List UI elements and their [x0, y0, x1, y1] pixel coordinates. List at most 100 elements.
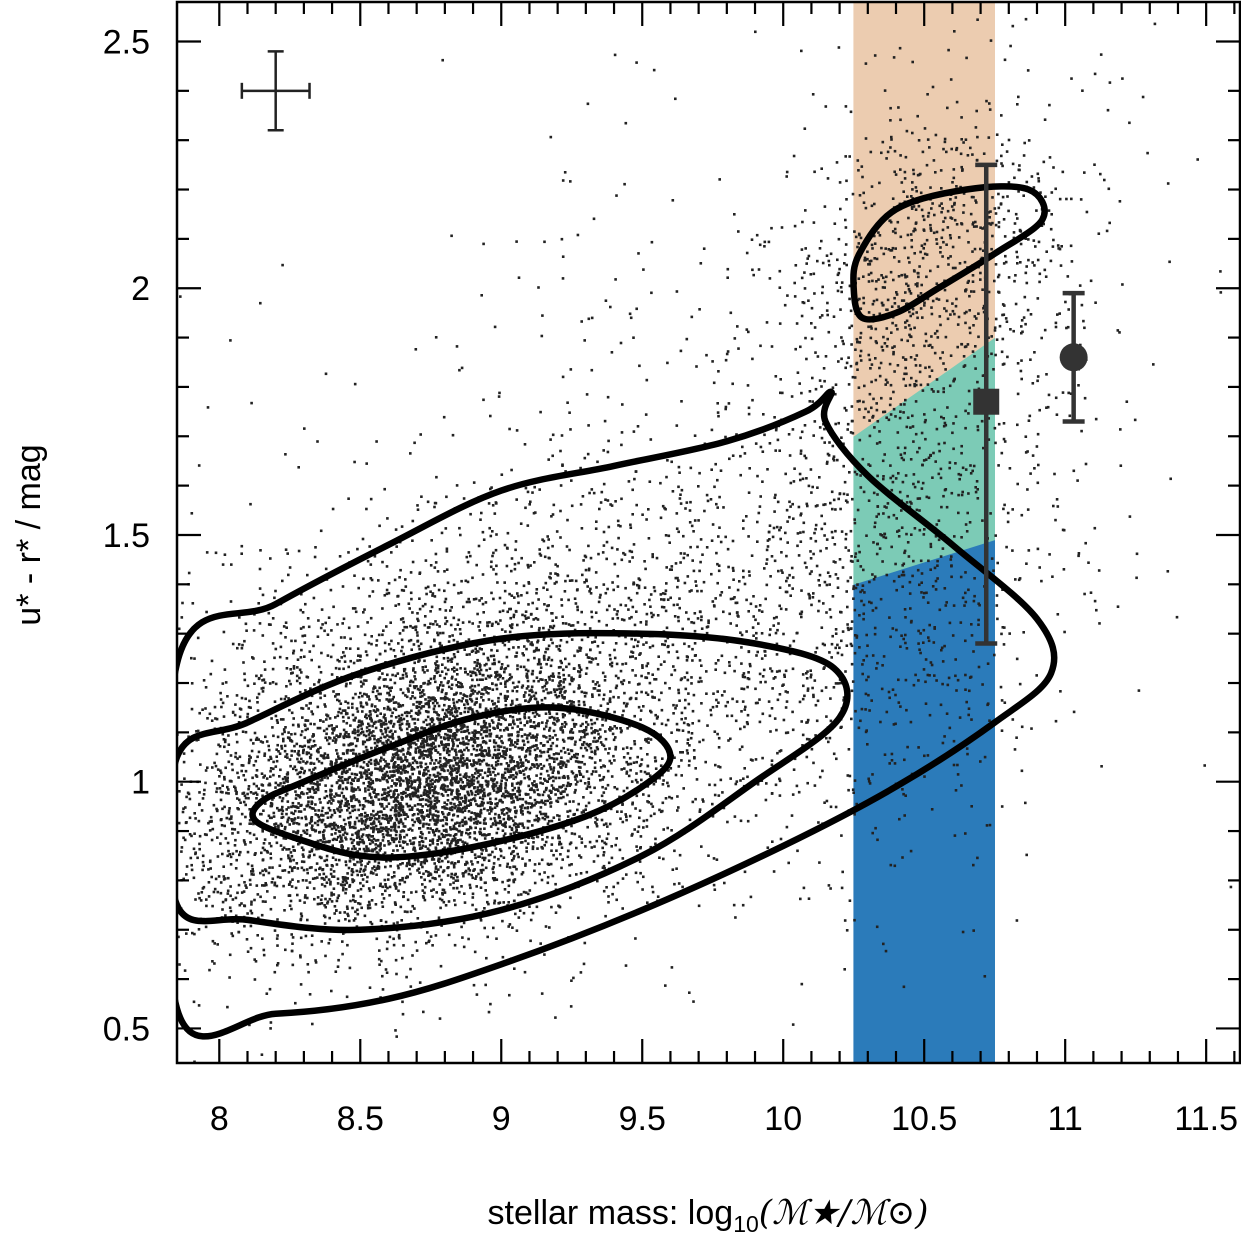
scatter-point	[392, 871, 396, 874]
scatter-point	[456, 809, 459, 812]
scatter-point	[416, 612, 419, 615]
scatter-point	[346, 778, 349, 781]
scatter-point	[287, 736, 291, 740]
scatter-point	[432, 746, 436, 750]
scatter-point	[601, 785, 604, 789]
scatter-point	[353, 772, 357, 776]
scatter-point	[236, 891, 239, 895]
scatter-point	[297, 880, 300, 883]
scatter-point	[416, 687, 420, 691]
scatter-point	[607, 901, 610, 904]
scatter-point	[397, 814, 401, 818]
scatter-point	[177, 935, 180, 939]
scatter-point	[376, 740, 380, 744]
scatter-point	[428, 879, 432, 883]
scatter-point	[403, 669, 406, 673]
scatter-point	[357, 724, 361, 727]
scatter-point	[435, 734, 438, 738]
scatter-point	[421, 797, 425, 801]
scatter-point	[364, 790, 367, 793]
scatter-point	[357, 808, 360, 812]
scatter-point	[397, 793, 400, 796]
scatter-point	[190, 707, 194, 711]
scatter-point	[302, 855, 305, 858]
scatter-point	[541, 721, 544, 724]
scatter-point	[400, 820, 403, 824]
scatter-point	[257, 677, 261, 681]
scatter-point	[318, 783, 321, 786]
scatter-point	[419, 707, 423, 710]
scatter-point	[429, 797, 432, 800]
scatter-point	[433, 710, 436, 714]
scatter-point	[392, 649, 396, 652]
scatter-point	[486, 774, 489, 778]
scatter-point	[709, 708, 712, 712]
scatter-point	[354, 910, 357, 914]
scatter-point	[390, 714, 393, 718]
scatter-point	[624, 586, 627, 590]
scatter-point	[501, 829, 505, 832]
scatter-point	[491, 867, 495, 871]
scatter-point	[320, 940, 323, 943]
scatter-point	[433, 802, 437, 806]
scatter-point	[450, 687, 453, 690]
scatter-point	[198, 847, 201, 851]
scatter-point	[342, 818, 346, 822]
scatter-point	[529, 720, 532, 723]
scatter-point	[301, 751, 305, 755]
scatter-point	[418, 784, 421, 787]
scatter-point	[521, 822, 524, 825]
scatter-point	[316, 820, 320, 823]
scatter-point	[249, 909, 253, 913]
scatter-point	[380, 959, 383, 963]
scatter-point	[431, 842, 435, 845]
scatter-point	[374, 746, 377, 750]
scatter-point	[323, 796, 326, 800]
scatter-point	[578, 854, 581, 857]
scatter-point	[531, 784, 535, 787]
scatter-point	[413, 786, 416, 790]
scatter-point	[429, 779, 432, 783]
scatter-point	[474, 856, 477, 860]
scatter-point	[424, 740, 428, 744]
scatter-point	[490, 648, 493, 652]
scatter-point	[499, 619, 502, 622]
scatter-point	[457, 707, 461, 710]
scatter-point	[411, 954, 414, 957]
scatter-point	[596, 729, 599, 733]
scatter-point	[511, 926, 514, 929]
scatter-point	[464, 776, 468, 779]
scatter-point	[246, 862, 250, 866]
scatter-point	[457, 728, 460, 732]
scatter-point	[507, 818, 511, 821]
scatter-point	[498, 736, 501, 740]
scatter-point	[379, 810, 382, 813]
scatter-point	[329, 795, 332, 798]
scatter-point	[497, 772, 500, 776]
scatter-point	[347, 733, 350, 736]
scatter-point	[423, 785, 426, 789]
scatter-point	[383, 707, 386, 710]
scatter-point	[410, 783, 413, 786]
scatter-point	[505, 762, 509, 765]
scatter-point	[358, 659, 362, 662]
scatter-point	[221, 852, 224, 856]
scatter-point	[284, 825, 287, 829]
scatter-point	[278, 752, 282, 755]
scatter-point	[377, 692, 381, 696]
scatter-point	[689, 736, 693, 740]
scatter-point	[403, 910, 407, 913]
scatter-point	[549, 797, 552, 801]
scatter-point	[385, 814, 388, 818]
scatter-point	[428, 747, 432, 751]
scatter-point	[300, 816, 304, 820]
scatter-point	[476, 731, 480, 734]
scatter-point	[289, 682, 292, 686]
scatter-point	[364, 769, 367, 772]
scatter-point	[362, 750, 366, 753]
scatter-point	[525, 750, 528, 753]
scatter-point	[351, 825, 355, 829]
scatter-point	[422, 896, 426, 899]
scatter-point	[372, 687, 375, 690]
